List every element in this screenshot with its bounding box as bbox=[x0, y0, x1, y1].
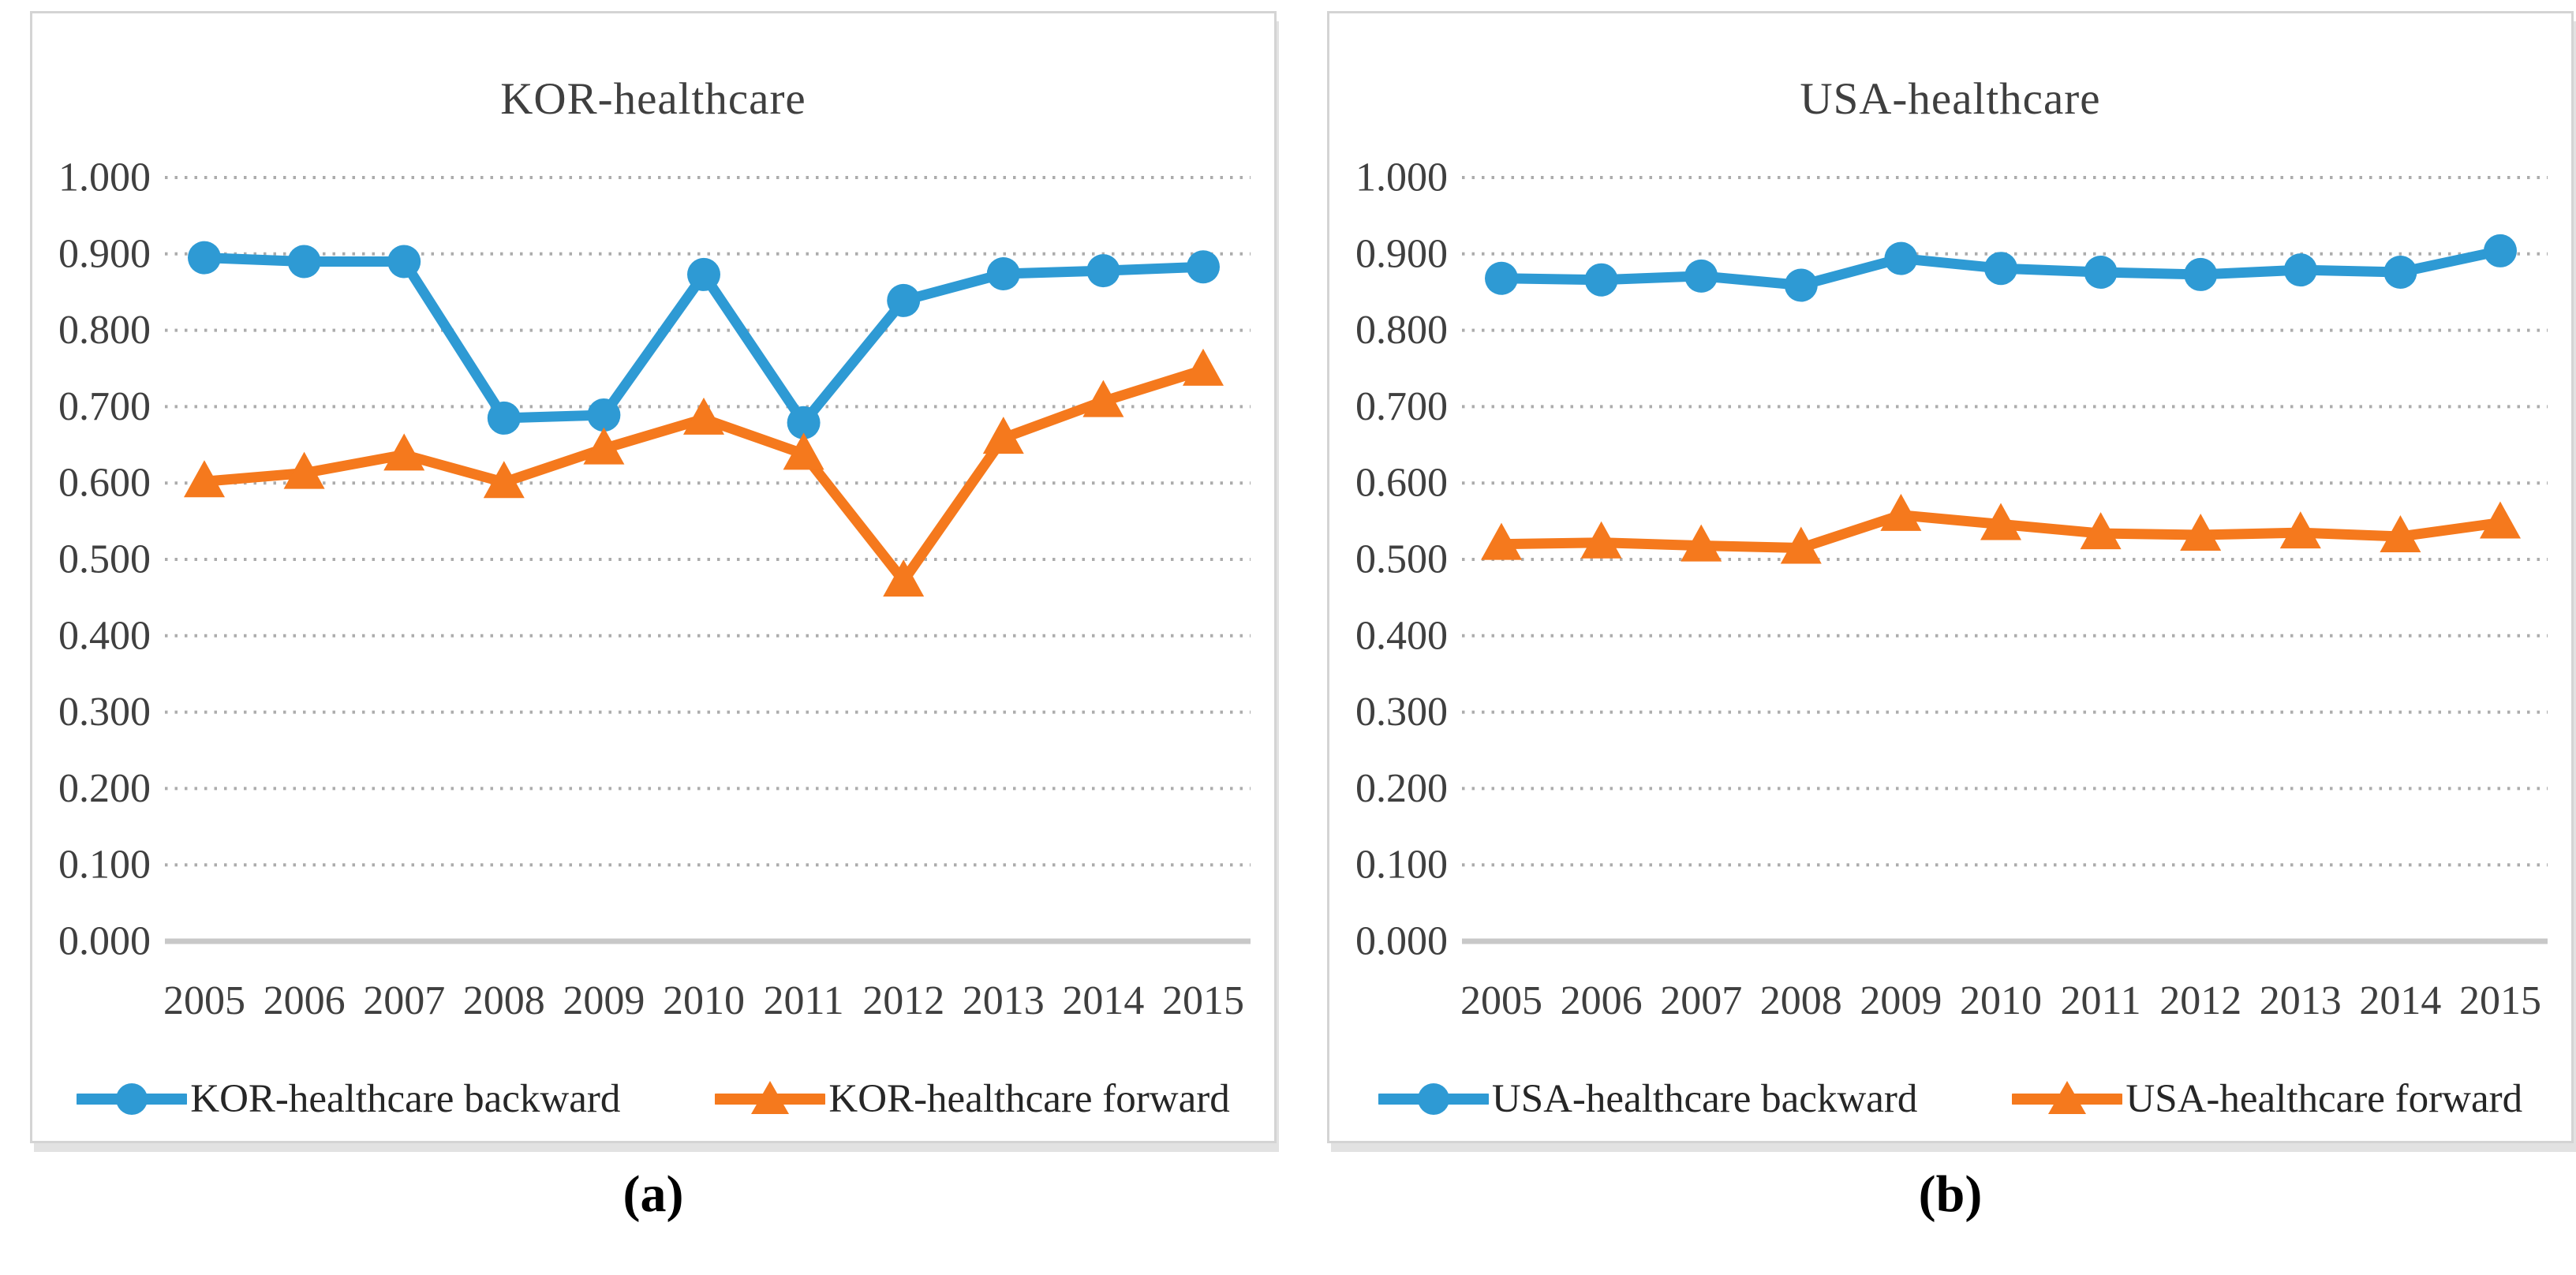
svg-text:0.100: 0.100 bbox=[1355, 843, 1448, 888]
y-axis-tick-labels: 1.000 0.900 0.800 0.700 0.600 0.500 0.400 0.300… bbox=[58, 155, 151, 964]
legend-label: KOR-healthcare forward bbox=[828, 1077, 1230, 1121]
svg-text:0.400: 0.400 bbox=[1355, 613, 1448, 658]
svg-text:2007: 2007 bbox=[363, 978, 445, 1023]
y-axis-tick-labels: 1.000 0.900 0.800 0.700 0.600 0.500 0.400 0.300… bbox=[1355, 155, 1448, 964]
svg-text:2012: 2012 bbox=[2159, 978, 2241, 1023]
svg-text:2014: 2014 bbox=[1062, 978, 1144, 1023]
caption-b: (b) bbox=[1918, 1165, 1983, 1223]
svg-text:0.300: 0.300 bbox=[58, 690, 151, 735]
gridlines bbox=[1462, 176, 2548, 944]
svg-text:0.900: 0.900 bbox=[1355, 231, 1448, 276]
svg-text:0.200: 0.200 bbox=[58, 766, 151, 811]
svg-text:1.000: 1.000 bbox=[58, 155, 151, 200]
svg-text:2005: 2005 bbox=[1460, 978, 1542, 1023]
svg-text:2010: 2010 bbox=[1960, 978, 2042, 1023]
kor-plot-svg: 1.000 0.900 0.800 0.700 0.600 0.500 0.400 0.300… bbox=[58, 155, 1251, 1023]
usa-plot-svg: 1.000 0.900 0.800 0.700 0.600 0.500 0.400 0.300… bbox=[1355, 155, 2548, 1023]
legend-item-forward: USA-healthcare forward bbox=[2012, 1076, 2522, 1122]
svg-text:2006: 2006 bbox=[1561, 978, 1643, 1023]
legend-item-forward: KOR-healthcare forward bbox=[715, 1076, 1230, 1122]
svg-text:0.800: 0.800 bbox=[1355, 308, 1448, 353]
svg-text:0.200: 0.200 bbox=[1355, 766, 1448, 811]
svg-text:0.600: 0.600 bbox=[1355, 461, 1448, 506]
legend-item-backward: KOR-healthcare backward bbox=[77, 1076, 620, 1122]
gridlines bbox=[165, 176, 1251, 944]
svg-text:2006: 2006 bbox=[264, 978, 346, 1023]
legend: USA-healthcare backward USA-healthcare f… bbox=[1329, 1076, 2571, 1122]
svg-text:2013: 2013 bbox=[963, 978, 1045, 1023]
svg-text:2009: 2009 bbox=[563, 978, 645, 1023]
svg-text:2013: 2013 bbox=[2260, 978, 2342, 1023]
panel-kor-healthcare: 1.000 0.900 0.800 0.700 0.600 0.500 0.400 0.300… bbox=[30, 11, 1277, 1143]
caption-a: (a) bbox=[623, 1165, 684, 1223]
legend-label: USA-healthcare backward bbox=[1491, 1077, 1918, 1121]
svg-text:2015: 2015 bbox=[1162, 978, 1244, 1023]
legend-label: USA-healthcare forward bbox=[2125, 1077, 2523, 1121]
svg-text:0.900: 0.900 bbox=[58, 231, 151, 276]
svg-text:2011: 2011 bbox=[2061, 978, 2141, 1023]
line-circle-marker-icon bbox=[77, 1083, 188, 1115]
x-axis-tick-labels: 2005 2006 2007 2008 2009 2010 2011 2012 2013 2014… bbox=[163, 978, 1244, 1023]
svg-text:2011: 2011 bbox=[764, 978, 844, 1023]
svg-text:0.000: 0.000 bbox=[58, 919, 151, 964]
panel-usa-healthcare: 1.000 0.900 0.800 0.700 0.600 0.500 0.400 0.300… bbox=[1327, 11, 2574, 1143]
svg-text:0.300: 0.300 bbox=[1355, 690, 1448, 735]
svg-text:2008: 2008 bbox=[1760, 978, 1842, 1023]
x-axis-tick-labels: 2005 2006 2007 2008 2009 2010 2011 2012 2013 2014… bbox=[1460, 978, 2541, 1023]
svg-text:1.000: 1.000 bbox=[1355, 155, 1448, 200]
captions-row: (a) (b) bbox=[30, 1165, 2574, 1225]
line-triangle-marker-icon bbox=[715, 1081, 826, 1114]
svg-text:2009: 2009 bbox=[1860, 978, 1942, 1023]
svg-text:2007: 2007 bbox=[1660, 978, 1742, 1023]
svg-text:2012: 2012 bbox=[862, 978, 944, 1023]
svg-text:0.500: 0.500 bbox=[1355, 537, 1448, 582]
legend-item-backward: USA-healthcare backward bbox=[1378, 1076, 1917, 1122]
svg-text:0.400: 0.400 bbox=[58, 613, 151, 658]
legend-label: KOR-healthcare backward bbox=[190, 1077, 621, 1121]
svg-text:0.700: 0.700 bbox=[58, 384, 151, 429]
line-circle-marker-icon bbox=[1378, 1083, 1489, 1115]
svg-text:2005: 2005 bbox=[163, 978, 245, 1023]
svg-text:0.600: 0.600 bbox=[58, 461, 151, 506]
series-forward bbox=[1481, 493, 2521, 564]
figure: 1.000 0.900 0.800 0.700 0.600 0.500 0.400 0.300… bbox=[30, 11, 2574, 1143]
svg-text:0.000: 0.000 bbox=[1355, 919, 1448, 964]
series-backward bbox=[1485, 234, 2517, 302]
svg-text:2008: 2008 bbox=[463, 978, 545, 1023]
svg-text:2015: 2015 bbox=[2459, 978, 2541, 1023]
chart-title: KOR-healthcare bbox=[500, 74, 806, 124]
svg-text:2010: 2010 bbox=[663, 978, 745, 1023]
legend: KOR-healthcare backward KOR-healthcare f… bbox=[32, 1076, 1274, 1122]
svg-text:2014: 2014 bbox=[2359, 978, 2441, 1023]
series-backward bbox=[188, 241, 1220, 439]
line-triangle-marker-icon bbox=[2012, 1081, 2123, 1114]
svg-text:0.500: 0.500 bbox=[58, 537, 151, 582]
series-forward bbox=[184, 348, 1224, 597]
chart-title: USA-healthcare bbox=[1800, 74, 2101, 124]
svg-text:0.100: 0.100 bbox=[58, 843, 151, 888]
svg-text:0.700: 0.700 bbox=[1355, 384, 1448, 429]
svg-text:0.800: 0.800 bbox=[58, 308, 151, 353]
